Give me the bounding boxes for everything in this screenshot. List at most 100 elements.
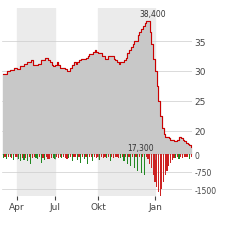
Bar (120, 155, 121, 158)
Bar (128, 155, 130, 157)
Bar (149, 155, 150, 164)
Bar (25, 155, 26, 158)
Bar (87, 155, 88, 164)
Bar (108, 155, 109, 157)
Bar (17, 9, 55, 155)
Bar (99, 155, 100, 161)
Bar (89, 155, 90, 157)
Bar (90, 155, 92, 157)
Bar (127, 155, 128, 164)
Bar (141, 155, 142, 173)
Bar (168, 155, 169, 166)
Bar (106, 155, 107, 158)
Bar (54, 155, 56, 159)
Bar (22, 155, 23, 158)
Bar (187, 155, 188, 157)
Bar (146, 155, 147, 157)
Bar (180, 155, 181, 157)
Bar (154, 155, 156, 182)
Bar (17, 155, 55, 196)
Bar (166, 155, 168, 171)
Bar (175, 155, 176, 158)
Bar (151, 155, 152, 169)
Bar (61, 155, 62, 158)
Bar (23, 155, 24, 161)
Bar (165, 155, 166, 176)
Bar (72, 155, 73, 162)
Bar (51, 155, 52, 158)
Bar (70, 155, 71, 157)
Bar (177, 155, 178, 157)
Bar (15, 155, 16, 157)
Bar (78, 155, 80, 157)
Bar (37, 155, 38, 159)
Bar (75, 155, 76, 157)
Bar (130, 155, 132, 166)
Bar (29, 155, 30, 157)
Bar (161, 155, 162, 189)
Bar (27, 155, 28, 162)
Bar (8, 155, 9, 157)
Bar (98, 9, 155, 155)
Bar (32, 155, 33, 158)
Bar (185, 155, 186, 157)
Bar (48, 155, 49, 159)
Bar (53, 155, 54, 158)
Bar (153, 155, 154, 176)
Text: 17,300: 17,300 (127, 143, 154, 152)
Bar (111, 155, 113, 157)
Bar (147, 155, 149, 159)
Bar (139, 155, 140, 157)
Bar (179, 155, 180, 159)
Bar (60, 155, 61, 157)
Bar (41, 155, 42, 163)
Bar (85, 155, 87, 157)
Bar (104, 155, 106, 157)
Bar (113, 155, 114, 158)
Bar (98, 155, 155, 196)
Bar (68, 155, 69, 158)
Bar (92, 155, 94, 162)
Bar (44, 155, 45, 161)
Bar (101, 155, 102, 157)
Bar (46, 155, 47, 157)
Bar (66, 155, 68, 159)
Bar (82, 155, 83, 157)
Bar (42, 155, 43, 158)
Bar (63, 155, 64, 157)
Bar (13, 155, 14, 161)
Bar (36, 155, 37, 158)
Bar (58, 155, 59, 158)
Bar (191, 155, 192, 157)
Bar (20, 155, 21, 162)
Bar (96, 155, 97, 158)
Bar (39, 155, 40, 157)
Bar (144, 155, 145, 176)
Bar (134, 155, 135, 169)
Bar (137, 155, 138, 171)
Bar (122, 155, 123, 157)
Bar (173, 155, 174, 158)
Bar (77, 155, 78, 161)
Bar (142, 155, 144, 157)
Bar (160, 155, 161, 196)
Bar (135, 155, 137, 157)
Bar (118, 155, 119, 158)
Bar (80, 155, 81, 163)
Bar (182, 155, 183, 158)
Bar (189, 155, 190, 159)
Bar (4, 155, 6, 157)
Bar (184, 155, 185, 157)
Bar (3, 155, 4, 158)
Bar (84, 155, 85, 159)
Bar (94, 155, 95, 157)
Bar (56, 155, 57, 157)
Bar (17, 155, 18, 157)
Bar (115, 155, 116, 157)
Bar (156, 155, 157, 187)
Bar (172, 155, 173, 161)
Bar (73, 155, 75, 157)
Bar (125, 155, 126, 157)
Bar (49, 155, 50, 159)
Bar (170, 155, 171, 163)
